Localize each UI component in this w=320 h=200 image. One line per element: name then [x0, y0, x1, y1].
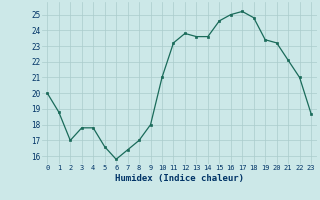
X-axis label: Humidex (Indice chaleur): Humidex (Indice chaleur)	[115, 174, 244, 183]
